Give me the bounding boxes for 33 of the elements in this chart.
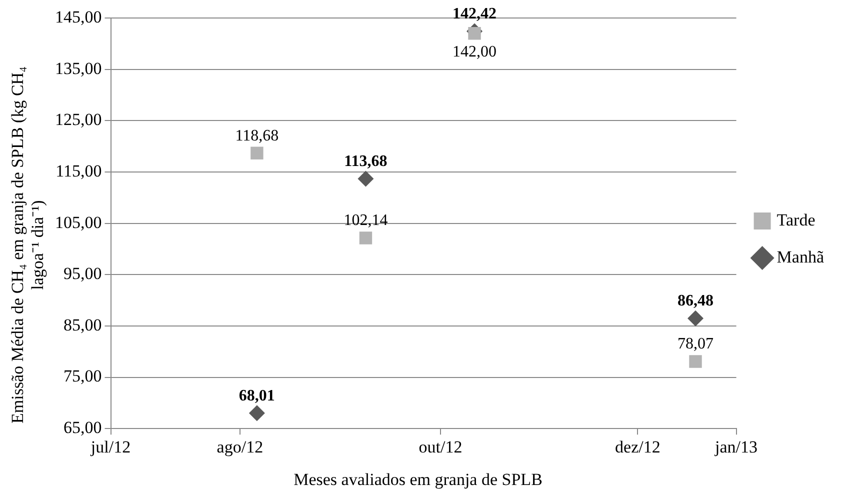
data-label: 118,68: [235, 127, 279, 144]
y-axis-title: Emissão Média de CH₄ em granja de SPLB (kg CH₄ lagoa⁻¹ dia⁻¹): [8, 66, 48, 426]
y-tick-label: 145,00: [55, 7, 102, 26]
point: [248, 405, 265, 422]
point: [358, 170, 374, 187]
y-tick-label: 125,00: [55, 110, 102, 130]
data-label: 113,68: [344, 152, 388, 170]
x-tick-label: jan/13: [714, 437, 758, 456]
data-label: 78,07: [677, 336, 714, 353]
y-tick-label: 105,00: [55, 212, 102, 232]
y-tick-label: 115,00: [56, 161, 102, 180]
x-axis-title: Meses avaliados em granja de SPLB: [292, 470, 544, 490]
y-tick-label: 65,00: [64, 418, 102, 438]
point: [687, 310, 704, 326]
point: [468, 27, 481, 40]
y-tick-label: 135,00: [55, 58, 102, 78]
x-tick-label: out/12: [418, 437, 462, 456]
x-tick-label: jul/12: [90, 437, 131, 456]
data-label: 68,01: [238, 387, 275, 404]
data-label: 102,14: [344, 212, 388, 230]
x-tick-label: dez/12: [615, 437, 660, 456]
point: [250, 146, 264, 160]
y-tick-label: 95,00: [64, 264, 102, 284]
point: [689, 355, 702, 368]
data-label: 142,00: [452, 44, 497, 61]
data-label: 86,48: [677, 292, 714, 310]
legend-label: Manhã: [776, 247, 824, 266]
legend-label: Tarde: [776, 210, 816, 230]
y-tick-label: 75,00: [64, 366, 102, 386]
data-label: 142,42: [452, 5, 497, 22]
x-tick-label: ago/12: [216, 437, 264, 456]
point: [359, 232, 372, 244]
y-tick-label: 85,00: [64, 315, 102, 334]
